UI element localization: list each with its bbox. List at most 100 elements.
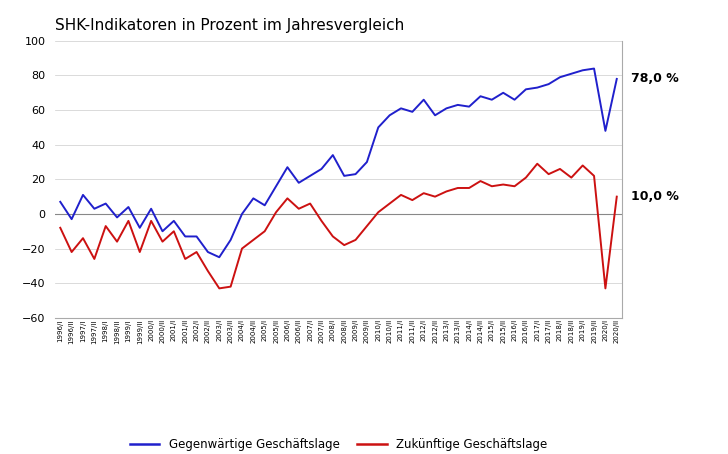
Gegenwärtige Geschäftslage xyxy=(363,159,371,165)
Gegenwärtige Geschäftslage xyxy=(419,97,428,103)
Zukünftige Geschäftslage xyxy=(533,161,542,167)
Zukünftige Geschäftslage xyxy=(101,223,110,229)
Zukünftige Geschäftslage xyxy=(170,228,178,234)
Gegenwärtige Geschäftslage xyxy=(328,153,337,158)
Gegenwärtige Geschäftslage xyxy=(90,206,99,212)
Gegenwärtige Geschäftslage xyxy=(351,172,360,177)
Zukünftige Geschäftslage xyxy=(363,223,371,229)
Zukünftige Geschäftslage xyxy=(283,196,292,201)
Zukünftige Geschäftslage xyxy=(488,183,496,189)
Gegenwärtige Geschäftslage xyxy=(306,173,314,178)
Zukünftige Geschäftslage xyxy=(340,242,349,248)
Gegenwärtige Geschäftslage xyxy=(181,234,189,239)
Gegenwärtige Geschäftslage xyxy=(317,166,326,172)
Gegenwärtige Geschäftslage xyxy=(261,202,269,208)
Gegenwärtige Geschäftslage xyxy=(192,234,201,239)
Gegenwärtige Geschäftslage xyxy=(385,113,394,118)
Gegenwärtige Geschäftslage xyxy=(578,68,587,73)
Zukünftige Geschäftslage xyxy=(601,286,610,291)
Gegenwärtige Geschäftslage xyxy=(545,81,553,87)
Zukünftige Geschäftslage xyxy=(135,249,144,255)
Gegenwärtige Geschäftslage xyxy=(521,87,530,92)
Line: Gegenwärtige Geschäftslage: Gegenwärtige Geschäftslage xyxy=(60,69,617,257)
Text: 78,0 %: 78,0 % xyxy=(630,73,678,85)
Gegenwärtige Geschäftslage xyxy=(249,196,258,201)
Zukünftige Geschäftslage xyxy=(249,237,258,242)
Gegenwärtige Geschäftslage xyxy=(488,97,496,103)
Text: 10,0 %: 10,0 % xyxy=(630,190,678,203)
Zukünftige Geschäftslage xyxy=(374,209,383,215)
Gegenwärtige Geschäftslage xyxy=(374,125,383,130)
Zukünftige Geschäftslage xyxy=(261,228,269,234)
Zukünftige Geschäftslage xyxy=(113,239,122,244)
Zukünftige Geschäftslage xyxy=(237,246,246,252)
Zukünftige Geschäftslage xyxy=(328,234,337,239)
Zukünftige Geschäftslage xyxy=(567,175,576,180)
Line: Zukünftige Geschäftslage: Zukünftige Geschäftslage xyxy=(60,164,617,288)
Gegenwärtige Geschäftslage xyxy=(510,97,519,103)
Zukünftige Geschäftslage xyxy=(215,286,223,291)
Legend: Gegenwärtige Geschäftslage, Zukünftige Geschäftslage: Gegenwärtige Geschäftslage, Zukünftige G… xyxy=(125,434,552,454)
Zukünftige Geschäftslage xyxy=(317,218,326,223)
Zukünftige Geschäftslage xyxy=(56,225,65,231)
Zukünftige Geschäftslage xyxy=(204,268,213,274)
Zukünftige Geschäftslage xyxy=(555,166,564,172)
Zukünftige Geschäftslage xyxy=(90,256,99,262)
Zukünftige Geschäftslage xyxy=(408,197,416,203)
Gegenwärtige Geschäftslage xyxy=(158,228,167,234)
Gegenwärtige Geschäftslage xyxy=(124,204,132,210)
Zukünftige Geschäftslage xyxy=(226,284,235,289)
Zukünftige Geschäftslage xyxy=(351,237,360,242)
Gegenwärtige Geschäftslage xyxy=(601,128,610,133)
Gegenwärtige Geschäftslage xyxy=(215,255,223,260)
Zukünftige Geschäftslage xyxy=(510,183,519,189)
Gegenwärtige Geschäftslage xyxy=(431,113,440,118)
Gegenwärtige Geschäftslage xyxy=(283,164,292,170)
Gegenwärtige Geschäftslage xyxy=(67,217,76,222)
Gegenwärtige Geschäftslage xyxy=(442,106,451,111)
Zukünftige Geschäftslage xyxy=(442,189,451,194)
Zukünftige Geschäftslage xyxy=(578,163,587,168)
Zukünftige Geschäftslage xyxy=(192,249,201,255)
Gegenwärtige Geschäftslage xyxy=(226,237,235,242)
Gegenwärtige Geschäftslage xyxy=(567,71,576,76)
Zukünftige Geschäftslage xyxy=(545,172,553,177)
Gegenwärtige Geschäftslage xyxy=(499,90,507,95)
Gegenwärtige Geschäftslage xyxy=(533,85,542,90)
Zukünftige Geschäftslage xyxy=(147,218,156,223)
Gegenwärtige Geschäftslage xyxy=(272,183,280,189)
Gegenwärtige Geschäftslage xyxy=(464,104,473,109)
Gegenwärtige Geschäftslage xyxy=(476,94,485,99)
Zukünftige Geschäftslage xyxy=(454,185,462,191)
Gegenwärtige Geschäftslage xyxy=(113,215,122,220)
Gegenwärtige Geschäftslage xyxy=(454,102,462,108)
Zukünftige Geschäftslage xyxy=(306,201,314,206)
Gegenwärtige Geschäftslage xyxy=(79,192,87,197)
Gegenwärtige Geschäftslage xyxy=(56,199,65,205)
Zukünftige Geschäftslage xyxy=(181,256,189,262)
Gegenwärtige Geschäftslage xyxy=(204,249,213,255)
Gegenwärtige Geschäftslage xyxy=(147,206,156,212)
Zukünftige Geschäftslage xyxy=(158,239,167,244)
Gegenwärtige Geschäftslage xyxy=(590,66,598,71)
Zukünftige Geschäftslage xyxy=(385,201,394,206)
Gegenwärtige Geschäftslage xyxy=(237,211,246,217)
Zukünftige Geschäftslage xyxy=(590,173,598,178)
Gegenwärtige Geschäftslage xyxy=(612,76,621,82)
Gegenwärtige Geschäftslage xyxy=(101,201,110,206)
Zukünftige Geschäftslage xyxy=(464,185,473,191)
Zukünftige Geschäftslage xyxy=(612,194,621,199)
Zukünftige Geschäftslage xyxy=(397,192,405,197)
Zukünftige Geschäftslage xyxy=(521,175,530,180)
Gegenwärtige Geschäftslage xyxy=(408,109,416,114)
Zukünftige Geschäftslage xyxy=(67,249,76,255)
Zukünftige Geschäftslage xyxy=(272,209,280,215)
Zukünftige Geschäftslage xyxy=(431,194,440,199)
Gegenwärtige Geschäftslage xyxy=(397,106,405,111)
Gegenwärtige Geschäftslage xyxy=(135,225,144,231)
Gegenwärtige Geschäftslage xyxy=(294,180,303,186)
Zukünftige Geschäftslage xyxy=(124,218,132,223)
Gegenwärtige Geschäftslage xyxy=(170,218,178,223)
Text: SHK-Indikatoren in Prozent im Jahresvergleich: SHK-Indikatoren in Prozent im Jahresverg… xyxy=(55,18,404,33)
Gegenwärtige Geschäftslage xyxy=(340,173,349,178)
